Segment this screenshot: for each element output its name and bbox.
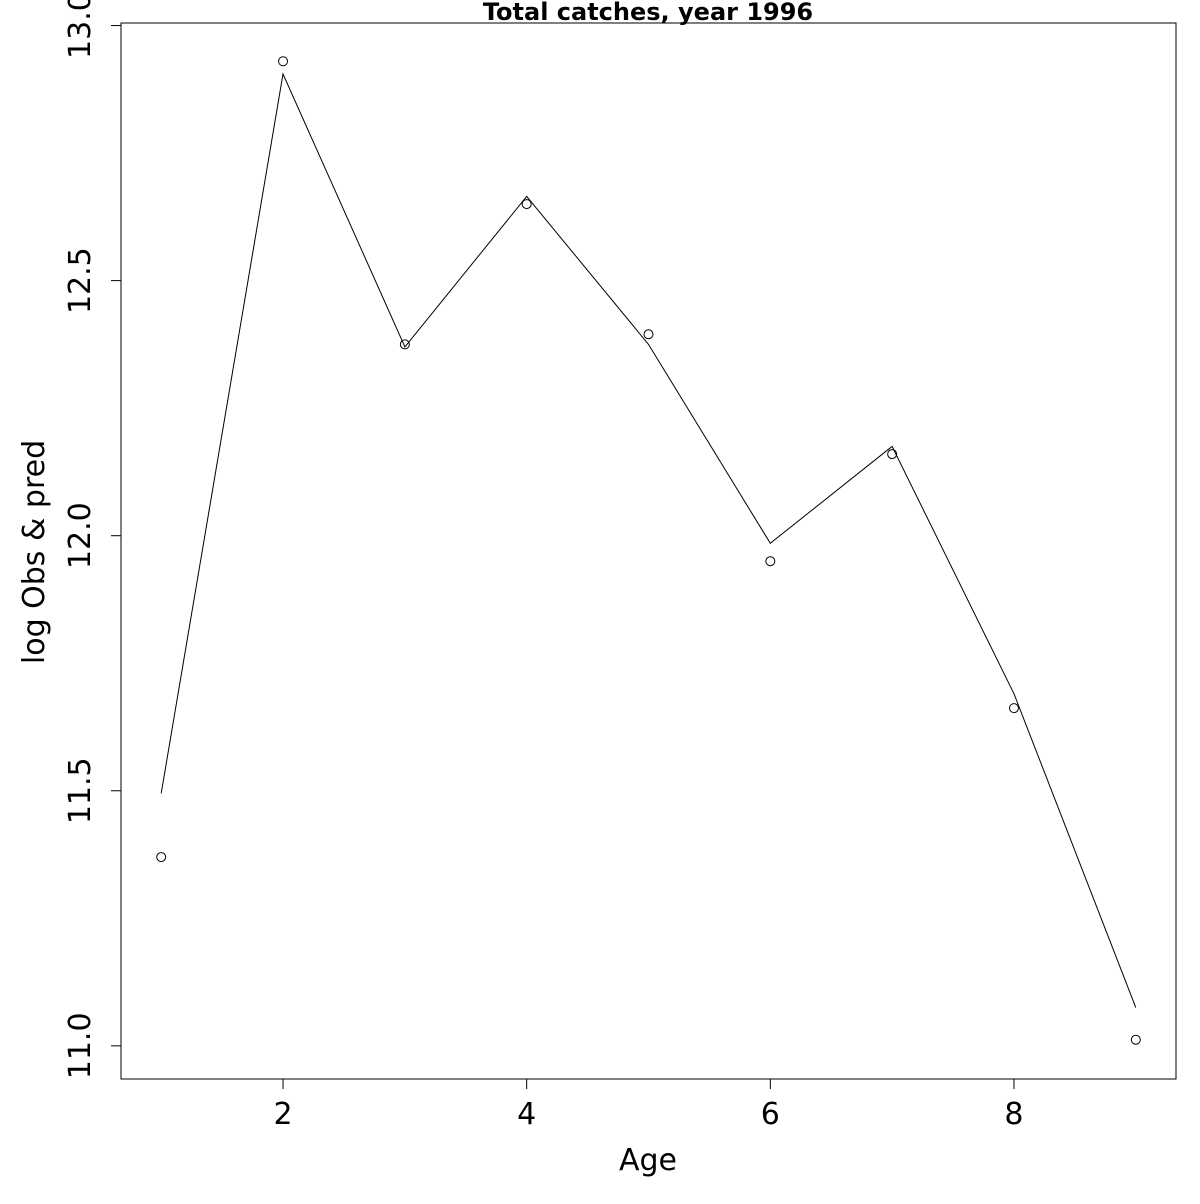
- x-tick-label: 6: [761, 1097, 780, 1132]
- observed-point: [1008, 703, 1019, 714]
- observed-point: [278, 56, 289, 67]
- observed-point: [156, 852, 167, 863]
- y-tick-label: 12.0: [63, 502, 98, 569]
- predicted-line: [160, 72, 1137, 1008]
- observed-point: [1130, 1034, 1141, 1045]
- x-tick-label: 2: [273, 1097, 292, 1132]
- y-tick-label: 13.0: [63, 0, 98, 59]
- x-axis-title: Age: [619, 1143, 677, 1178]
- chart-title: Total catches, year 1996: [483, 0, 813, 26]
- x-tick-label: 8: [1004, 1097, 1023, 1132]
- observed-point: [887, 449, 898, 460]
- y-tick-label: 11.0: [63, 1012, 98, 1079]
- observed-point: [521, 199, 532, 210]
- observed-point: [765, 556, 776, 567]
- x-axis: 2 4 6 8: [273, 1078, 1024, 1132]
- plot-frame: [120, 22, 1177, 1080]
- x-tick-label: 4: [517, 1097, 536, 1132]
- y-tick-label: 12.5: [63, 247, 98, 314]
- series-layer: [156, 56, 1141, 1045]
- observed-point: [399, 339, 410, 350]
- y-axis: 11.0 11.5 12.0 12.5 13.0: [63, 0, 122, 1079]
- y-axis-title: log Obs & pred: [17, 440, 52, 664]
- observed-point: [643, 329, 654, 340]
- y-tick-label: 11.5: [63, 757, 98, 824]
